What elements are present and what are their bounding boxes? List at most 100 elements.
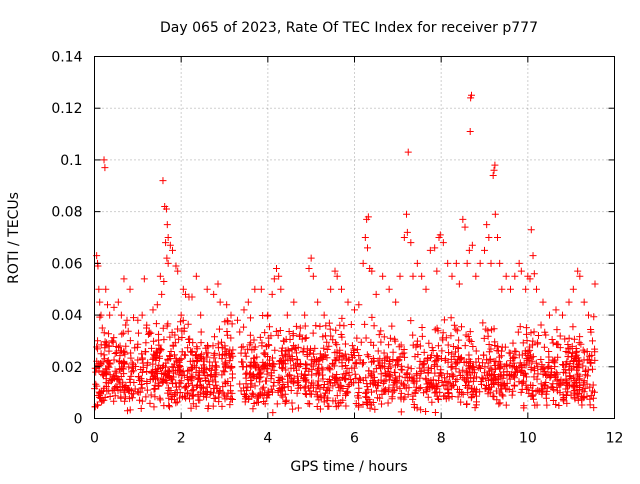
data-point	[398, 362, 406, 370]
data-point	[532, 387, 540, 395]
data-point	[238, 358, 246, 366]
data-point	[562, 385, 570, 393]
data-point	[345, 356, 353, 364]
data-point	[124, 385, 132, 393]
data-point	[476, 259, 484, 267]
data-point	[335, 356, 343, 364]
data-point	[140, 275, 148, 283]
data-point	[424, 369, 432, 377]
data-point	[273, 265, 280, 273]
data-point	[111, 392, 119, 400]
data-point	[116, 365, 124, 373]
data-point	[285, 328, 293, 336]
data-point	[127, 372, 135, 380]
data-point	[223, 301, 231, 309]
data-point	[559, 368, 567, 376]
data-point	[211, 349, 219, 357]
data-point	[433, 267, 441, 275]
data-point	[553, 326, 561, 334]
data-point	[125, 363, 133, 371]
data-point	[194, 354, 202, 362]
data-point	[496, 389, 504, 397]
data-point	[393, 357, 401, 365]
data-point	[156, 272, 164, 280]
data-point	[496, 259, 504, 267]
data-point	[203, 353, 211, 361]
data-point	[117, 394, 125, 402]
data-point	[459, 366, 467, 374]
data-point	[498, 285, 506, 293]
data-point	[301, 390, 309, 398]
data-point	[106, 311, 114, 319]
data-point	[368, 388, 376, 396]
data-point	[249, 405, 257, 413]
data-point	[450, 381, 458, 389]
data-point	[350, 364, 358, 372]
y-tick-label: 0.14	[51, 50, 82, 66]
data-point	[101, 355, 109, 363]
data-point	[147, 329, 155, 337]
data-point	[164, 320, 172, 328]
data-point	[189, 392, 197, 400]
data-point	[342, 376, 350, 384]
x-tick-label: 10	[519, 431, 537, 447]
data-point	[333, 392, 341, 400]
data-point	[246, 369, 254, 377]
data-point	[436, 231, 444, 239]
data-point	[463, 259, 471, 267]
data-point	[455, 368, 463, 376]
data-point	[434, 342, 442, 350]
data-point	[491, 338, 499, 346]
x-tick-label: 8	[437, 431, 446, 447]
data-point	[282, 397, 290, 405]
data-point	[486, 355, 494, 363]
data-point	[511, 354, 519, 362]
data-point	[407, 365, 415, 373]
data-point	[439, 336, 447, 344]
data-point	[227, 311, 235, 319]
data-point	[159, 377, 167, 385]
data-point	[166, 241, 174, 249]
data-point	[156, 347, 164, 355]
data-point	[559, 311, 566, 319]
data-point	[116, 342, 124, 350]
data-point	[376, 394, 384, 402]
data-point	[248, 346, 256, 354]
x-tick-label: 4	[263, 431, 272, 447]
data-point	[522, 285, 530, 293]
data-point	[240, 323, 248, 331]
data-point	[385, 285, 393, 293]
data-point	[447, 314, 455, 322]
data-point	[253, 399, 261, 407]
data-point	[205, 402, 213, 410]
data-point	[159, 378, 167, 386]
data-point	[524, 384, 532, 392]
data-point	[325, 365, 333, 373]
data-point	[542, 378, 550, 386]
data-point	[413, 371, 421, 379]
data-point	[197, 339, 205, 347]
data-point	[533, 285, 540, 293]
data-point	[511, 272, 519, 280]
data-point	[294, 404, 302, 412]
data-point	[472, 347, 480, 355]
data-point	[327, 285, 335, 293]
data-point	[242, 374, 250, 382]
data-point	[590, 313, 598, 321]
data-point	[403, 228, 411, 236]
data-point	[136, 396, 144, 404]
data-point	[227, 354, 235, 362]
data-point	[195, 367, 203, 375]
y-axis-label: ROTI / TECUs	[6, 192, 22, 284]
data-point	[530, 373, 538, 381]
data-point	[166, 333, 174, 341]
data-point	[126, 375, 134, 383]
data-point	[577, 340, 585, 348]
data-point	[444, 341, 452, 349]
data-point	[127, 349, 135, 357]
data-point	[149, 367, 157, 375]
data-point	[349, 354, 357, 362]
data-point	[279, 381, 287, 389]
data-point	[218, 355, 226, 363]
